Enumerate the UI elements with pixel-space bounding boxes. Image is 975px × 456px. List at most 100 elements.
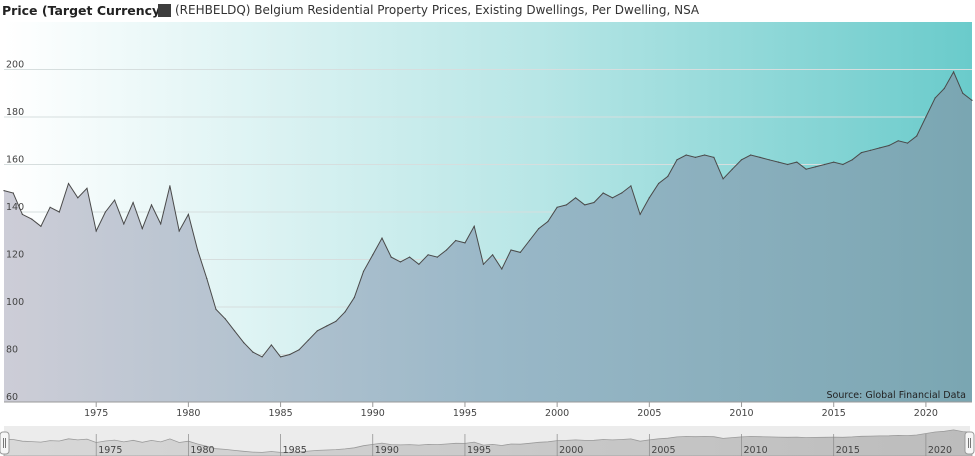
data-point: [704, 154, 706, 156]
data-point: [519, 251, 521, 253]
data-point: [436, 256, 438, 258]
data-point: [611, 197, 614, 199]
data-point: [233, 330, 236, 332]
data-point: [556, 206, 558, 208]
legend-label: (REHBELDQ) Belgium Residential Property …: [175, 3, 700, 17]
data-point: [538, 228, 540, 230]
data-point: [49, 206, 51, 208]
data-point: [86, 187, 88, 189]
data-point: [870, 149, 872, 151]
data-point: [759, 156, 761, 158]
source-label: Source: Global Financial Data: [827, 390, 966, 401]
data-point: [796, 161, 798, 163]
data-point: [280, 356, 282, 358]
navigator-handle-left[interactable]: [0, 431, 10, 455]
data-point: [851, 159, 853, 161]
data-point: [372, 254, 374, 256]
data-point: [888, 144, 890, 147]
data-point: [187, 213, 189, 215]
navigator-area: [3, 429, 973, 456]
data-point: [427, 254, 429, 256]
data-point: [971, 99, 973, 101]
navigator-label: 1990: [375, 445, 399, 456]
navigator-series: [3, 429, 973, 456]
data-point: [77, 197, 79, 199]
data-point: [934, 97, 936, 99]
navigator-label: 2020: [928, 445, 952, 456]
navigator-label: 2005: [651, 445, 675, 456]
data-point: [31, 218, 33, 220]
data-point: [833, 161, 835, 163]
area-series: [3, 70, 973, 403]
data-point: [492, 254, 494, 256]
data-point: [224, 318, 226, 320]
data-point: [316, 330, 318, 332]
data-point: [141, 228, 143, 230]
data-point: [335, 320, 337, 322]
chart-header: Price (Target Currency) (REHBELDQ) Belgi…: [0, 0, 975, 22]
data-point: [823, 163, 826, 166]
data-point: [95, 230, 97, 232]
y-tick-label: 120: [6, 250, 24, 261]
data-point: [390, 256, 392, 258]
x-tick-label: 1985: [268, 408, 292, 419]
navigator[interactable]: 1975 1980 1985 1990 1995 2000 2005 2010 2015 2020: [0, 426, 975, 456]
navigator-handle-right[interactable]: [964, 431, 975, 455]
data-point: [722, 178, 724, 180]
data-point: [814, 166, 816, 168]
data-point: [805, 168, 807, 170]
data-point: [40, 225, 42, 227]
data-point: [3, 190, 5, 192]
data-point: [473, 225, 475, 227]
data-point: [639, 213, 641, 215]
data-point: [12, 192, 14, 194]
navigator-label: 1975: [98, 445, 122, 456]
data-point: [694, 156, 697, 158]
data-point: [667, 175, 669, 177]
data-point: [685, 154, 687, 156]
data-point: [768, 159, 770, 161]
data-point: [943, 87, 945, 90]
legend-swatch-icon: [158, 3, 171, 17]
legend-item[interactable]: (REHBELDQ) Belgium Residential Property …: [158, 3, 699, 17]
data-point: [528, 239, 531, 242]
data-point: [621, 192, 623, 194]
data-point: [953, 71, 955, 73]
x-tick-label: 2000: [545, 408, 569, 419]
data-point: [160, 223, 162, 225]
data-point: [593, 201, 595, 204]
navigator-labels: 1975 1980 1985 1990 1995 2000 2005 2010 2015 2020: [95, 434, 952, 456]
data-point: [750, 154, 752, 156]
x-tick-label: 2010: [729, 408, 753, 419]
data-point: [906, 142, 909, 144]
data-point: [178, 230, 180, 232]
data-point: [925, 116, 927, 118]
y-tick-label: 60: [6, 392, 18, 403]
data-point: [206, 277, 208, 280]
data-point: [602, 192, 604, 194]
y-tick-label: 160: [6, 155, 24, 166]
data-point: [298, 349, 300, 351]
x-tick-label: 2015: [822, 408, 846, 419]
data-point: [740, 159, 743, 161]
y-axis-ticks: 60 80 100 120 140 160 180 200: [6, 60, 24, 404]
y-axis-title: Price (Target Currency): [2, 3, 166, 18]
navigator-label: 2000: [559, 445, 583, 456]
data-point: [381, 237, 383, 239]
data-point: [565, 204, 568, 206]
data-point: [658, 182, 660, 185]
data-point: [713, 156, 715, 158]
data-point: [123, 223, 125, 225]
x-tick-label: 1995: [453, 408, 477, 419]
data-point: [584, 204, 586, 206]
data-point: [169, 185, 171, 187]
navigator-label: 2015: [836, 445, 860, 456]
navigator-label: 1995: [467, 445, 491, 456]
data-point: [58, 211, 60, 213]
data-point: [307, 339, 309, 341]
y-tick-label: 80: [6, 345, 18, 356]
data-point: [787, 163, 789, 166]
data-point: [67, 182, 70, 185]
data-point: [114, 199, 116, 201]
data-point: [197, 249, 199, 251]
